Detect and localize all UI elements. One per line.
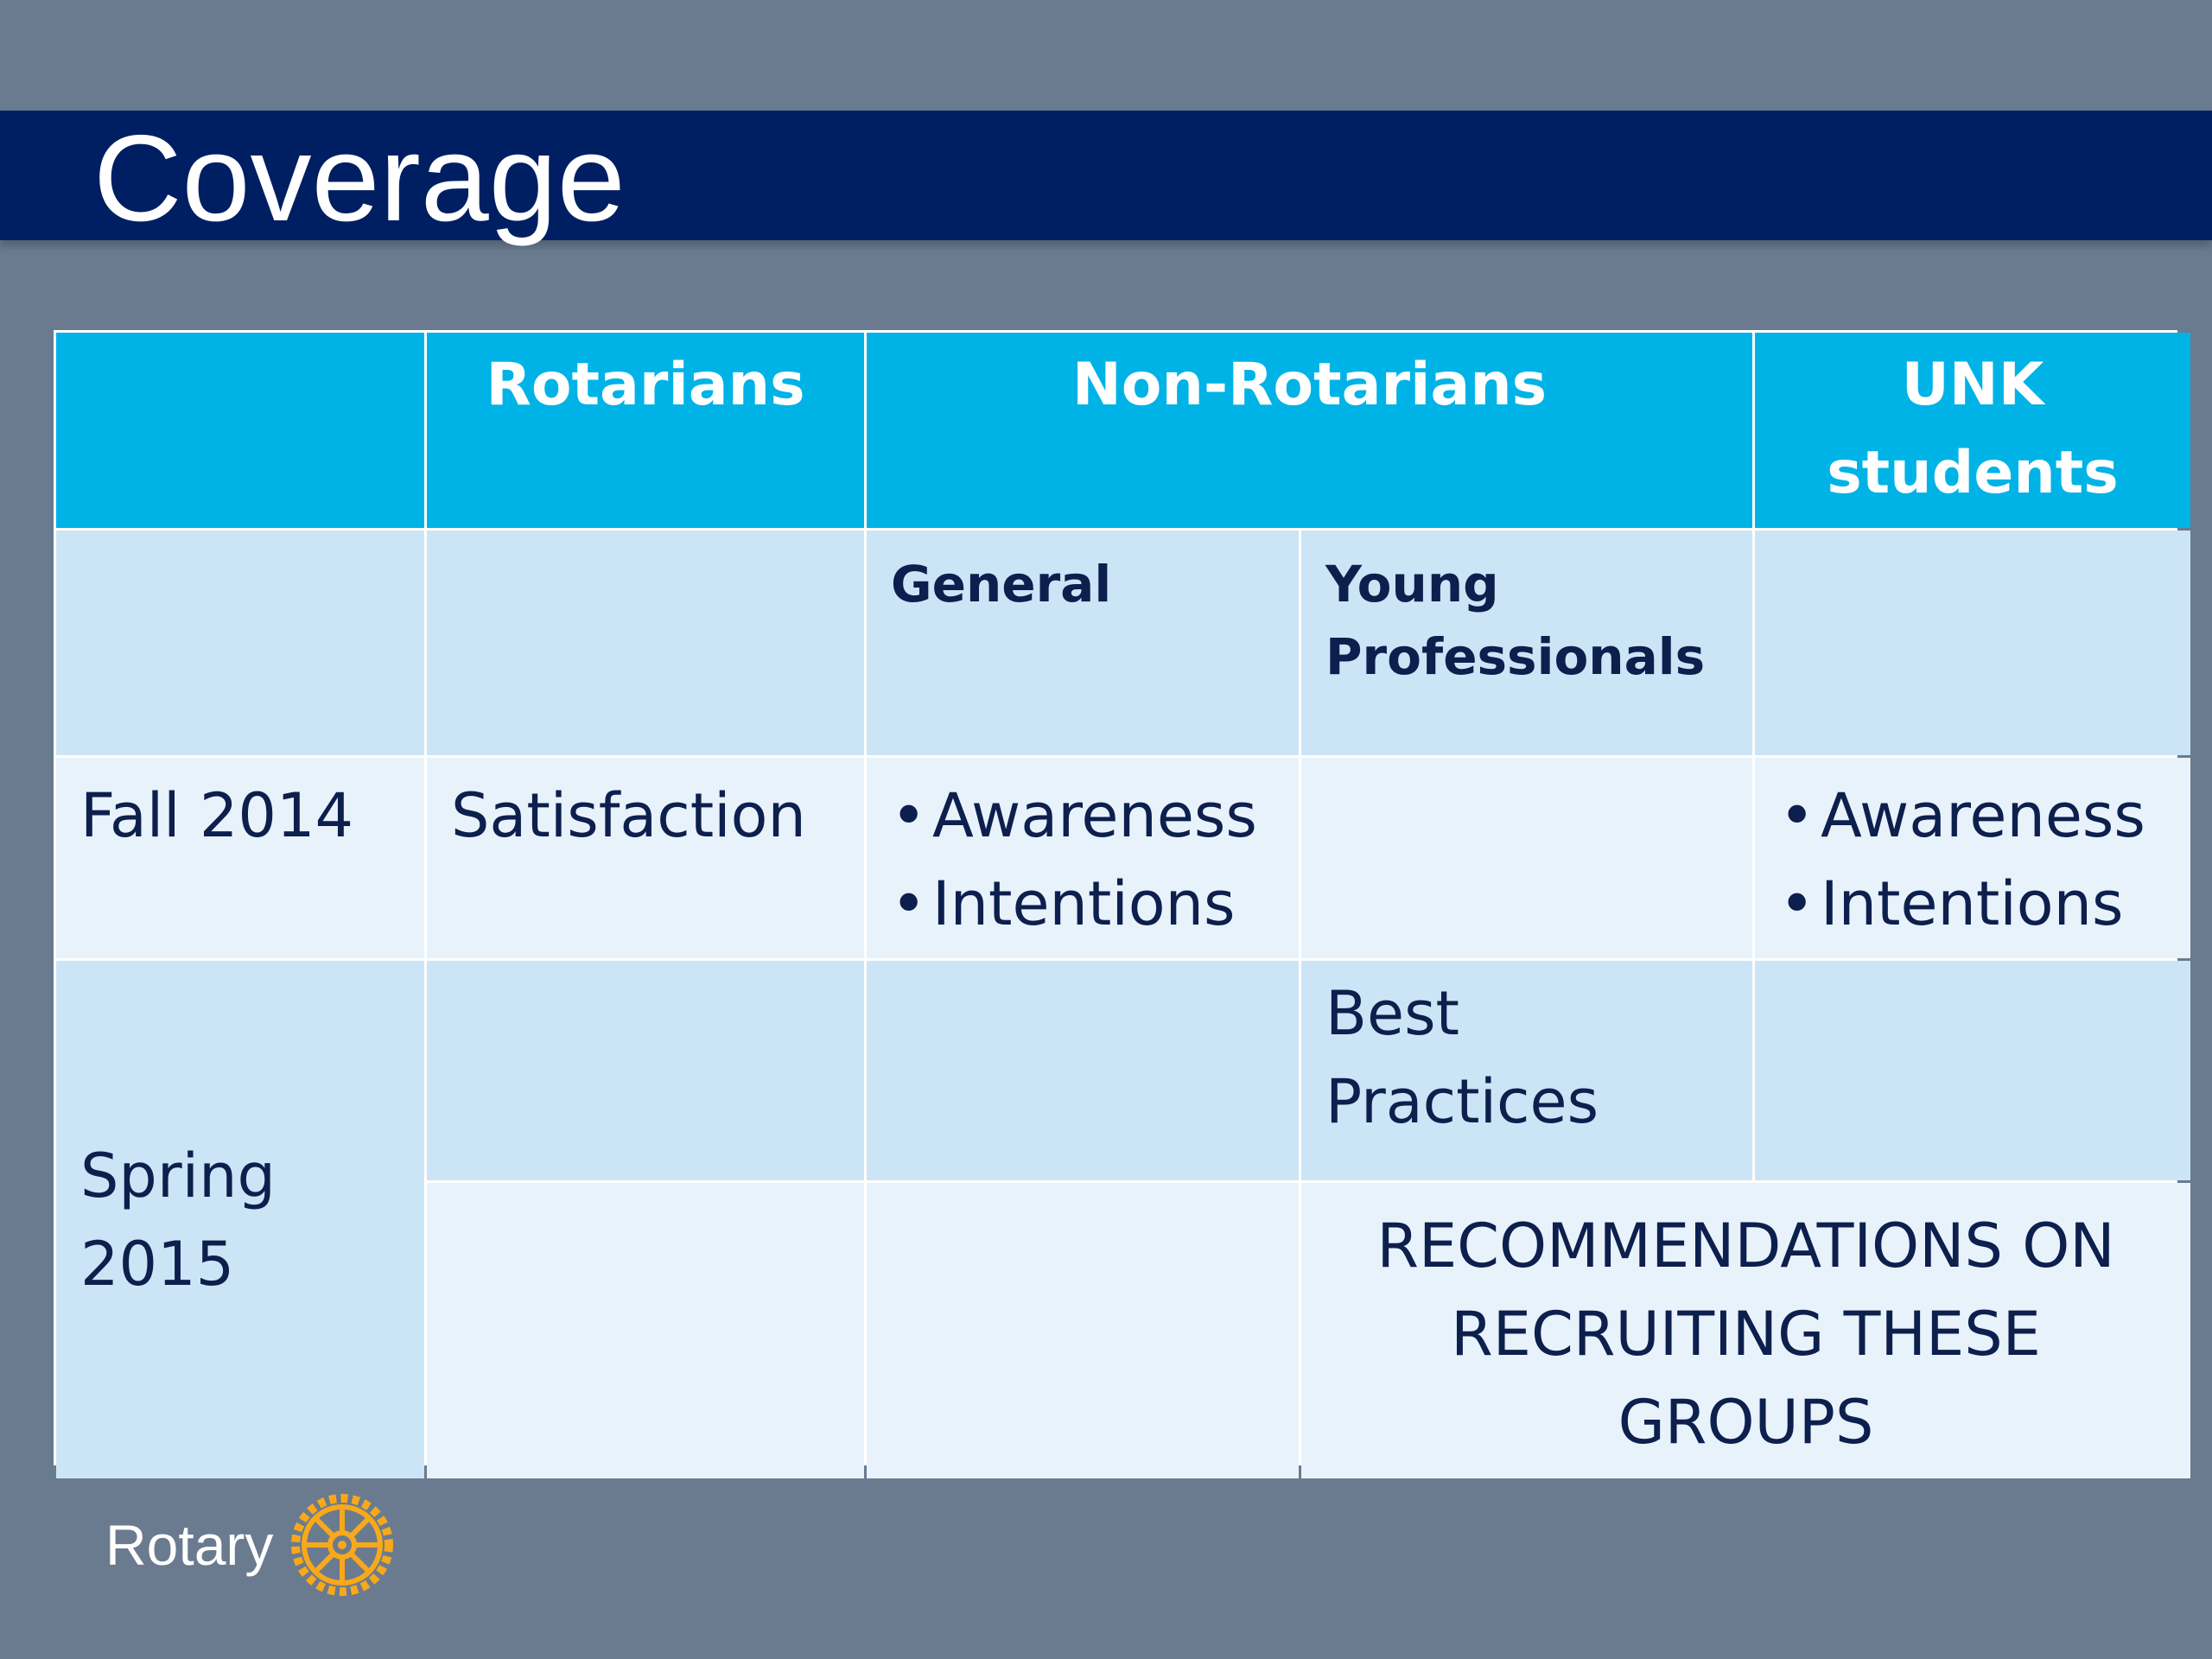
rotary-wheel-icon xyxy=(291,1494,394,1596)
header-unk-line1: UNK xyxy=(1901,351,2044,419)
subheader-young-line1: Young xyxy=(1325,555,1499,613)
spring-young-cell: Best Practices xyxy=(1301,961,1752,1180)
row-label-spring-2015: Spring 2015 xyxy=(56,961,424,1478)
title-bar: Coverage xyxy=(0,111,2212,244)
list-item: Intentions xyxy=(891,860,1274,948)
fall-rotarians-cell: Satisfaction xyxy=(427,758,864,958)
spring-unk-cell xyxy=(1755,961,2190,1180)
fall-general-cell: Awareness Intentions xyxy=(867,758,1299,958)
header-blank-cell xyxy=(56,333,424,528)
subheader-blank-2 xyxy=(427,531,864,755)
coverage-table: Rotarians Non-Rotarians UNK students Gen… xyxy=(54,330,2190,1478)
slide-title: Coverage xyxy=(93,110,626,247)
subheader-young-line2: Professionals xyxy=(1325,627,1706,686)
spring-label-line2: 2015 xyxy=(80,1228,235,1300)
rotary-logo: Rotary xyxy=(105,1484,399,1605)
header-unk-line2: students xyxy=(1827,439,2119,507)
row-label-fall-2014: Fall 2014 xyxy=(56,758,424,958)
subheader-blank-1 xyxy=(56,531,424,755)
spring-general-cell xyxy=(867,961,1299,1180)
recommendations-cell: RECOMMENDATIONS ON RECRUITING THESE GROU… xyxy=(1301,1183,2190,1478)
spring-row2-general-cell xyxy=(867,1183,1299,1478)
header-unk-students: UNK students xyxy=(1755,333,2190,528)
list-item: Awareness xyxy=(891,772,1274,860)
best-practices-line1: Best xyxy=(1325,978,1460,1049)
recommendations-line1: RECOMMENDATIONS ON xyxy=(1376,1211,2115,1281)
recommendations-line2: RECRUITING THESE xyxy=(1451,1299,2041,1370)
fall-unk-list: Awareness Intentions xyxy=(1779,772,2166,948)
recommendations-line3: GROUPS xyxy=(1618,1387,1874,1458)
subheader-general: General xyxy=(867,531,1299,755)
list-item: Intentions xyxy=(1779,860,2166,948)
spring-row2-rotarians-cell xyxy=(427,1183,864,1478)
subheader-blank-5 xyxy=(1755,531,2190,755)
fall-young-cell xyxy=(1301,758,1752,958)
spring-rotarians-cell xyxy=(427,961,864,1180)
rotary-logo-text: Rotary xyxy=(105,1513,274,1577)
fall-general-list: Awareness Intentions xyxy=(891,772,1274,948)
subheader-young-professionals: Young Professionals xyxy=(1301,531,1752,755)
spring-label-line1: Spring xyxy=(80,1140,276,1211)
header-rotarians: Rotarians xyxy=(427,333,864,528)
best-practices-line2: Practices xyxy=(1325,1066,1599,1137)
fall-unk-cell: Awareness Intentions xyxy=(1755,758,2190,958)
list-item: Awareness xyxy=(1779,772,2166,860)
header-non-rotarians: Non-Rotarians xyxy=(867,333,1752,528)
